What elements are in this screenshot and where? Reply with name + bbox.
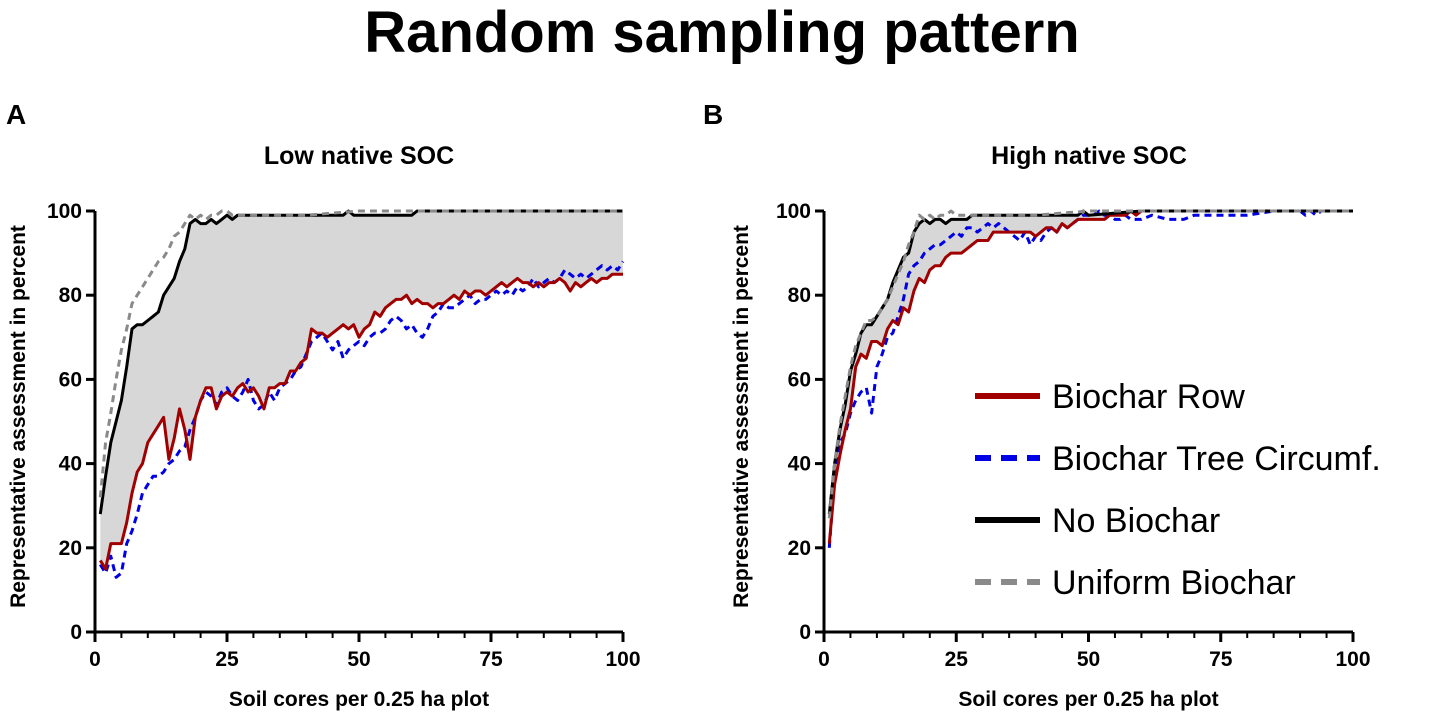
panel-a-series-biochar-tree-circumf xyxy=(99,260,625,579)
panel-b-y-tick-label: 0 xyxy=(799,621,811,644)
panel-a-y-tick-label: 20 xyxy=(59,537,82,560)
panel-a-y-tick-label: 100 xyxy=(47,200,82,223)
legend-label-uniform-biochar: Uniform Biochar xyxy=(1052,564,1296,602)
panel-a-y-tick-label: 60 xyxy=(59,368,82,391)
legend-item-uniform-biochar: Uniform Biochar xyxy=(975,564,1296,602)
panel-a-series-uniform-biochar xyxy=(98,209,623,498)
panel-a: A Low native SOC 0 20 40 60 80 100 0 25 50 75 100 Soi… xyxy=(6,99,641,711)
figure-title: Random sampling pattern xyxy=(364,0,1079,65)
panel-a-x-tick-label: 50 xyxy=(347,648,370,671)
panel-a-y-tick-label: 0 xyxy=(70,621,82,644)
legend-label-biochar-row: Biochar Row xyxy=(1052,378,1245,416)
panel-b-title: High native SOC xyxy=(991,142,1187,170)
panel-b-y-tick-label: 100 xyxy=(776,200,811,223)
panel-a-title: Low native SOC xyxy=(264,142,454,170)
panel-a-x-tick-label: 100 xyxy=(605,648,640,671)
legend-item-biochar-tree-circumf: Biochar Tree Circumf. xyxy=(975,440,1381,478)
panel-b-x-axis-label: Soil cores per 0.25 ha plot xyxy=(958,688,1218,711)
panel-a-shaded-band xyxy=(100,211,624,569)
panel-b-x-tick-label: 50 xyxy=(1077,648,1100,671)
panel-b-series-biochar-row xyxy=(827,209,1353,544)
panel-b-series-biochar-tree-circumf xyxy=(827,209,1353,548)
panel-b-label: B xyxy=(703,99,723,130)
panel-a-y-tick-label: 40 xyxy=(59,453,82,476)
legend-label-biochar-tree-circumf: Biochar Tree Circumf. xyxy=(1052,440,1381,478)
legend-item-no-biochar: No Biochar xyxy=(975,502,1220,540)
panel-a-series-biochar-row xyxy=(99,272,623,571)
panel-b-legend: Biochar Row Biochar Tree Circumf. No Bioch… xyxy=(975,378,1381,602)
panel-a-series-no-biochar xyxy=(98,209,623,515)
panel-a-x-tick-label: 25 xyxy=(215,648,239,671)
panel-a-x-axis-label: Soil cores per 0.25 ha plot xyxy=(229,688,489,711)
panel-a-x-tick-label: 0 xyxy=(89,648,101,671)
panel-b-y-tick-label: 80 xyxy=(788,284,811,307)
panel-b-x-tick-label: 0 xyxy=(818,648,830,671)
panel-a-label: A xyxy=(6,99,26,130)
panel-b-y-tick-label: 60 xyxy=(788,368,811,391)
panel-a-y-axis-label: Representative assessment in percent xyxy=(7,225,30,608)
panel-b-x-tick-label: 100 xyxy=(1335,648,1370,671)
panel-b-series-uniform-biochar xyxy=(827,209,1353,519)
panel-b-x-tick-label: 25 xyxy=(945,648,969,671)
legend-item-biochar-row: Biochar Row xyxy=(975,378,1245,416)
panel-a-y-tick-label: 80 xyxy=(59,284,82,307)
legend-label-no-biochar: No Biochar xyxy=(1052,502,1220,540)
panel-b: B High native SOC 0 20 40 60 80 100 0 25 50 75 100 So… xyxy=(703,99,1381,711)
panel-b-y-axis-label: Representative assessment in percent xyxy=(730,225,753,608)
panel-b-x-tick-label: 75 xyxy=(1209,648,1233,671)
panel-b-y-tick-label: 20 xyxy=(788,537,811,560)
panel-b-y-tick-label: 40 xyxy=(788,453,811,476)
panel-a-x-tick-label: 75 xyxy=(479,648,503,671)
